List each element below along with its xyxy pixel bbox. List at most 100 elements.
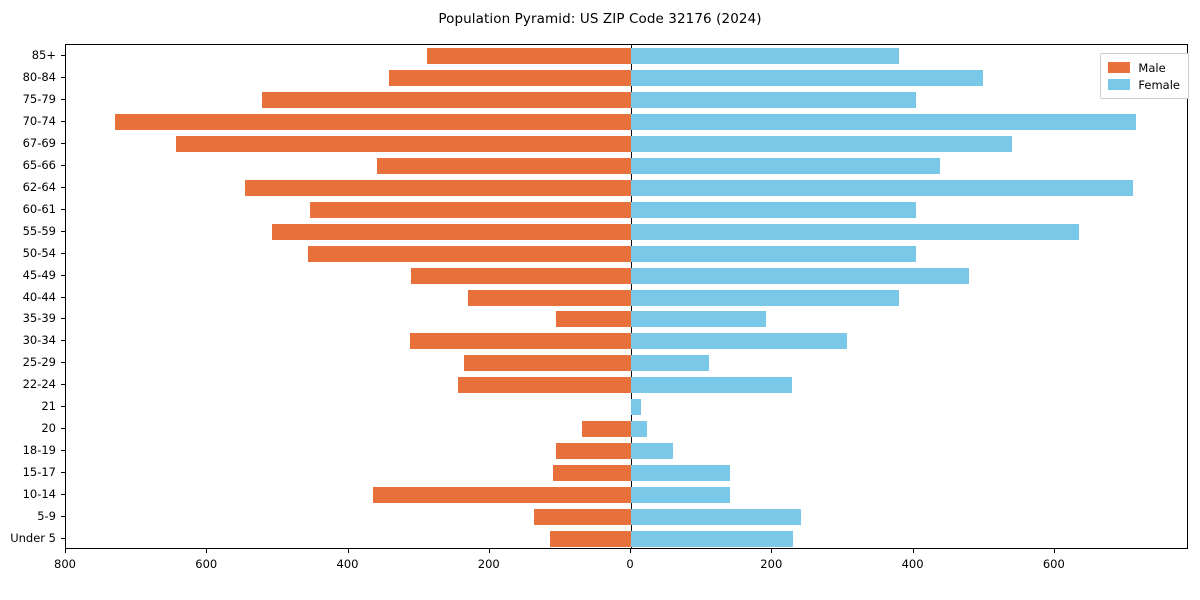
bar-female-10-14 (631, 487, 730, 504)
y-tick-mark (61, 252, 65, 254)
bar-female-under-5 (631, 531, 794, 548)
bar-female-5-9 (631, 509, 801, 526)
bars-container (66, 45, 1187, 548)
bar-female-85+ (631, 47, 899, 64)
y-tick-mark (61, 494, 65, 496)
y-tick-mark (61, 186, 65, 188)
y-tick-mark (61, 362, 65, 364)
x-tick-mark (771, 549, 773, 553)
bar-female-25-29 (631, 355, 710, 372)
bar-female-70-74 (631, 113, 1137, 130)
bar-female-21 (631, 399, 641, 416)
bar-male-under-5 (549, 531, 632, 548)
y-tick-mark (61, 296, 65, 298)
y-tick-label-67-69: 67-69 (22, 135, 56, 150)
y-tick-label-50-54: 50-54 (22, 245, 56, 260)
x-tick-mark (206, 549, 208, 553)
chart-title: Population Pyramid: US ZIP Code 32176 (2… (438, 11, 762, 27)
y-tick-label-25-29: 25-29 (22, 355, 56, 370)
y-tick-label-45-49: 45-49 (22, 267, 56, 282)
bar-male-67-69 (176, 135, 632, 152)
bar-male-85+ (426, 47, 632, 64)
bar-male-30-34 (409, 333, 632, 350)
bar-male-50-54 (307, 245, 632, 262)
y-tick-mark (61, 98, 65, 100)
y-tick-label-under-5: Under 5 (10, 531, 56, 546)
x-tick-mark (912, 549, 914, 553)
y-tick-mark (61, 274, 65, 276)
y-tick-mark (61, 538, 65, 540)
bar-female-62-64 (631, 179, 1134, 196)
bar-male-45-49 (410, 267, 632, 284)
x-tick-label-200: 200 (760, 557, 783, 571)
bar-female-55-59 (631, 223, 1079, 240)
y-tick-mark (61, 164, 65, 166)
bar-female-35-39 (631, 311, 766, 328)
bar-female-30-34 (631, 333, 848, 350)
y-tick-mark (61, 472, 65, 474)
bar-female-45-49 (631, 267, 969, 284)
plot-area (65, 44, 1188, 549)
bar-female-67-69 (631, 135, 1012, 152)
legend-swatch-male-icon (1108, 62, 1131, 73)
bar-male-80-84 (388, 69, 632, 86)
bar-female-80-84 (631, 69, 984, 86)
y-tick-label-30-34: 30-34 (22, 333, 56, 348)
x-tick-label-0: 0 (626, 557, 634, 571)
y-tick-label-75-79: 75-79 (22, 91, 56, 106)
x-tick-mark (630, 549, 632, 553)
x-tick-label-600: 600 (1042, 557, 1065, 571)
y-tick-mark (61, 406, 65, 408)
bar-female-15-17 (631, 465, 730, 482)
y-tick-label-21: 21 (41, 399, 56, 414)
y-tick-label-5-9: 5-9 (37, 509, 56, 524)
bar-male-20 (581, 421, 632, 438)
bar-male-75-79 (262, 91, 632, 108)
x-tick-mark (488, 549, 490, 553)
y-tick-mark (61, 384, 65, 386)
x-tick-mark (65, 549, 66, 553)
y-tick-label-35-39: 35-39 (22, 311, 56, 326)
y-tick-label-70-74: 70-74 (22, 113, 56, 128)
y-tick-mark (61, 428, 65, 430)
y-tick-mark (61, 230, 65, 232)
y-tick-label-62-64: 62-64 (22, 179, 56, 194)
y-tick-label-18-19: 18-19 (22, 443, 56, 458)
y-tick-label-40-44: 40-44 (22, 289, 56, 304)
bar-female-65-66 (631, 157, 941, 174)
y-tick-mark (61, 340, 65, 342)
bar-male-60-61 (310, 201, 632, 218)
y-tick-label-10-14: 10-14 (22, 487, 56, 502)
y-tick-label-22-24: 22-24 (22, 377, 56, 392)
y-tick-mark (61, 142, 65, 144)
y-tick-mark (61, 120, 65, 122)
bar-male-62-64 (244, 179, 632, 196)
y-tick-label-60-61: 60-61 (22, 201, 56, 216)
bar-male-15-17 (552, 465, 632, 482)
bar-male-40-44 (467, 289, 632, 306)
y-tick-label-55-59: 55-59 (22, 223, 56, 238)
legend-item-male[interactable]: Male (1108, 59, 1180, 76)
y-tick-mark (61, 450, 65, 452)
bar-male-25-29 (463, 355, 632, 372)
y-tick-mark (61, 54, 65, 56)
x-tick-mark (1053, 549, 1055, 553)
y-tick-label-65-66: 65-66 (22, 157, 56, 172)
bar-female-50-54 (631, 245, 916, 262)
y-tick-mark (61, 76, 65, 78)
bar-male-35-39 (556, 311, 632, 328)
bar-female-40-44 (631, 289, 899, 306)
legend-item-female[interactable]: Female (1108, 76, 1180, 93)
x-tick-label-800: 800 (54, 557, 76, 571)
x-tick-mark (347, 549, 349, 553)
y-tick-mark (61, 318, 65, 320)
y-tick-mark (61, 208, 65, 210)
bar-male-10-14 (372, 487, 632, 504)
bar-male-5-9 (533, 509, 632, 526)
legend: Male Female (1100, 53, 1189, 99)
y-tick-label-80-84: 80-84 (22, 69, 56, 84)
legend-label-female: Female (1138, 77, 1180, 92)
y-tick-label-20: 20 (41, 421, 56, 436)
bar-male-70-74 (114, 113, 632, 130)
bar-male-22-24 (457, 377, 632, 394)
